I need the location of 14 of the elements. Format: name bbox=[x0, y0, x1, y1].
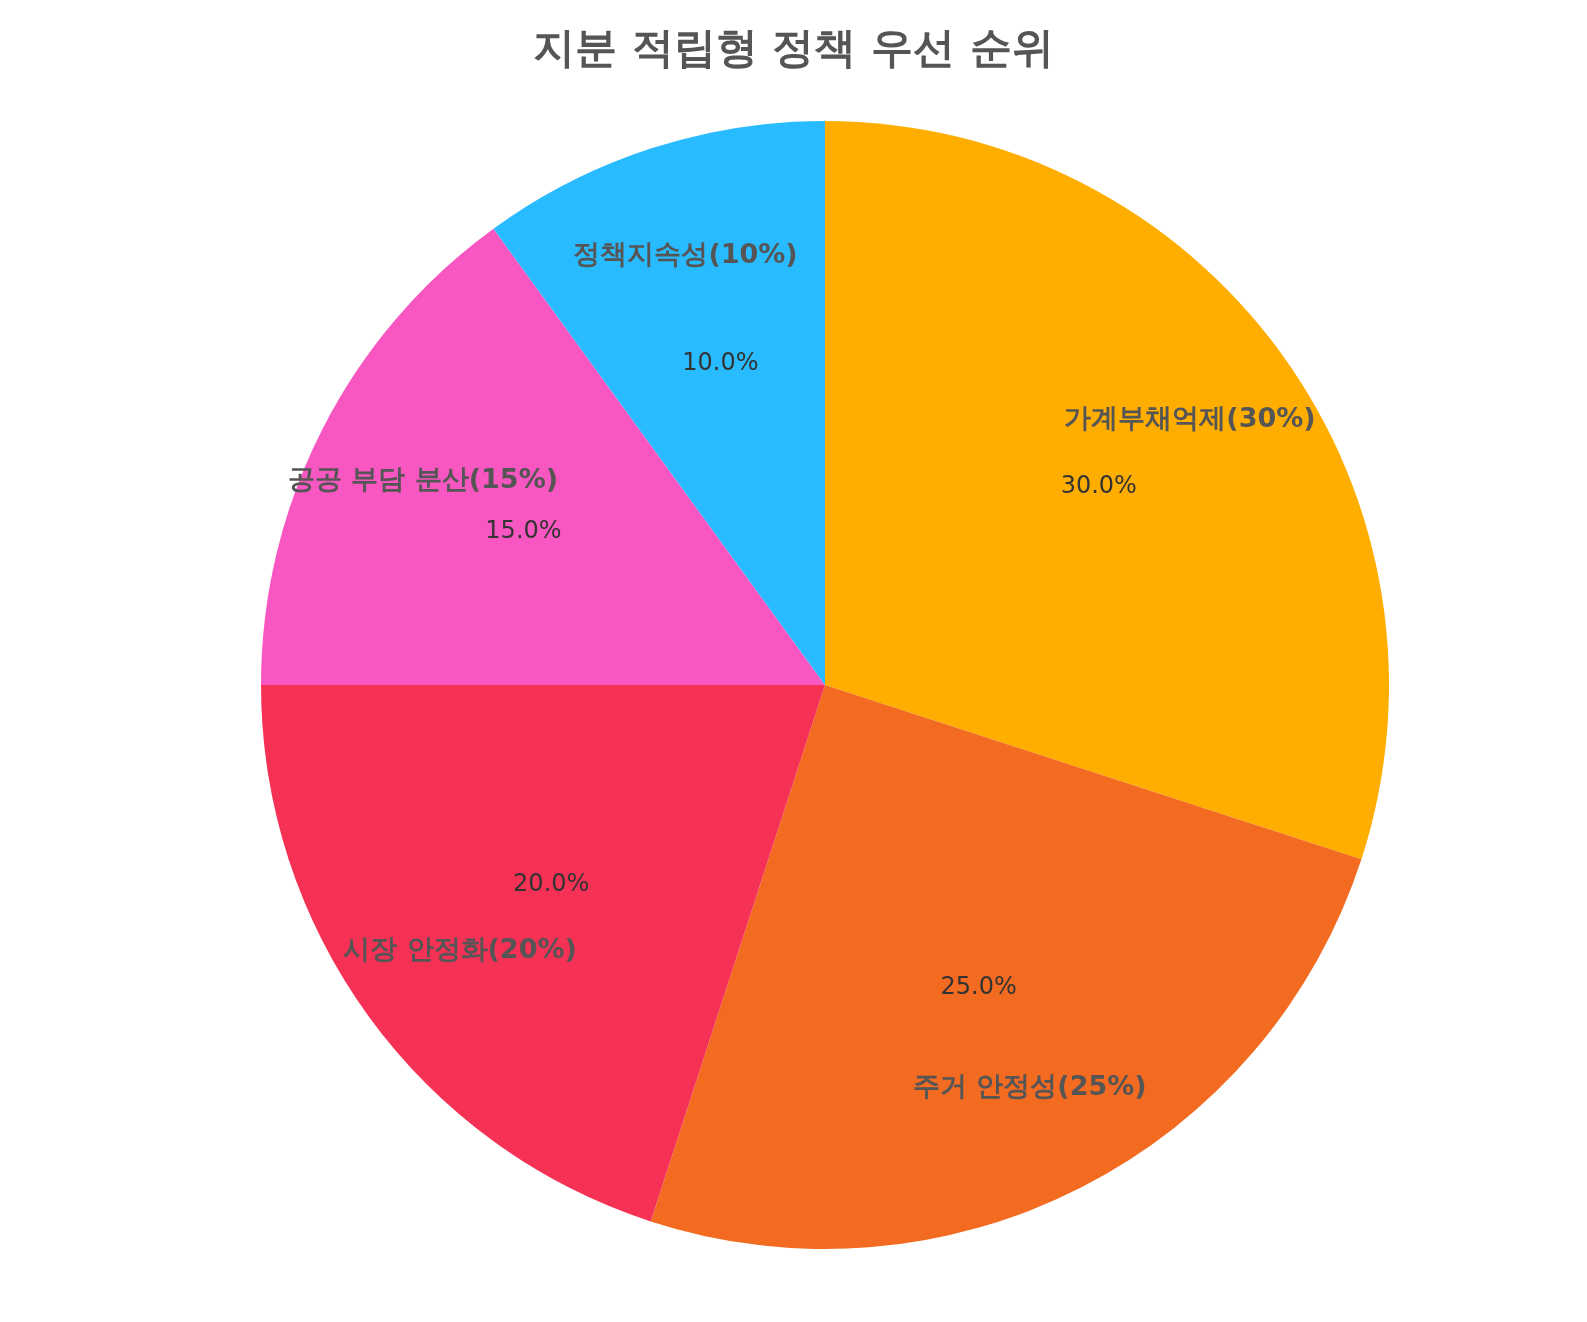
data-label: 15.0% bbox=[485, 516, 562, 545]
data-label: 30.0% bbox=[1060, 471, 1137, 500]
data-label: 20.0% bbox=[513, 868, 590, 897]
slice-label: 주거 안정성(25%) bbox=[912, 1069, 1147, 1101]
pie-slice bbox=[825, 121, 1388, 860]
slice-label: 가계부채억제(30%) bbox=[1064, 402, 1316, 434]
chart-title: 지분 적립형 정책 우선 순위 bbox=[533, 23, 1054, 72]
pie-slice bbox=[650, 685, 1362, 1249]
pie-slice bbox=[261, 228, 825, 685]
data-label: 10.0% bbox=[682, 348, 759, 377]
slice-label: 시장 안정화(20%) bbox=[343, 932, 577, 964]
slice-label: 정책지속성(10%) bbox=[573, 238, 798, 270]
data-label: 25.0% bbox=[940, 971, 1017, 1000]
pie-slice bbox=[261, 685, 825, 1222]
